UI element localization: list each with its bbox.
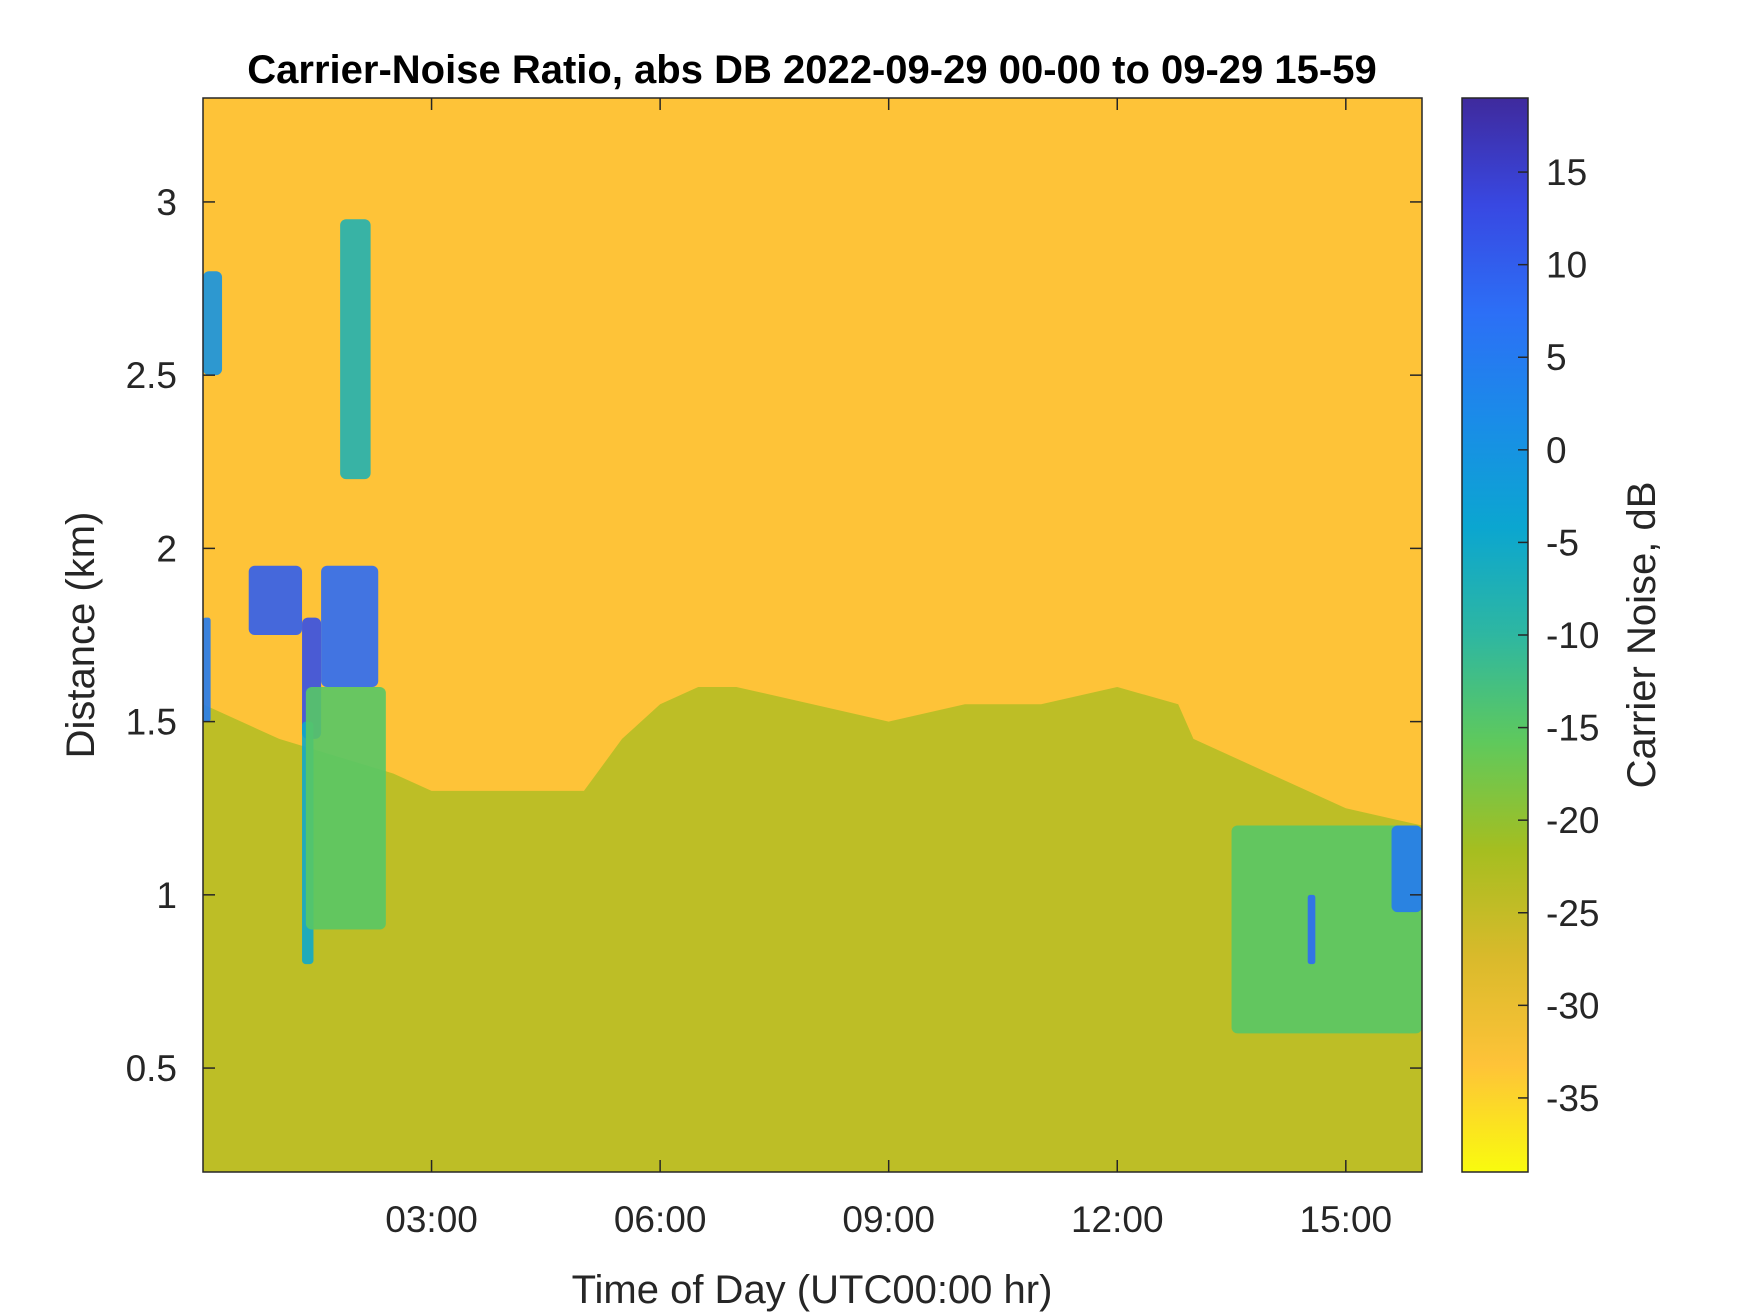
colorbar-tick-label: 0 [1546, 430, 1567, 471]
heatmap-feature [1308, 895, 1316, 964]
heatmap [203, 98, 1422, 1172]
colorbar-label: Carrier Noise, dB [1620, 482, 1664, 789]
heatmap-feature [1392, 826, 1422, 913]
heatmap-feature [340, 219, 370, 479]
y-axis-label: Distance (km) [59, 512, 103, 759]
heatmap-feature [249, 566, 302, 635]
x-tick-label: 03:00 [385, 1199, 478, 1240]
colorbar-tick-label: -15 [1546, 708, 1599, 749]
colorbar-tick-label: -35 [1546, 1078, 1599, 1119]
colorbar-tick-label: -25 [1546, 893, 1599, 934]
y-tick-label: 1 [156, 875, 177, 916]
colorbar-tick-label: -30 [1546, 985, 1599, 1026]
heatmap-feature [203, 271, 222, 375]
colorbar-tick-label: 15 [1546, 152, 1587, 193]
y-tick-label: 3 [156, 182, 177, 223]
colorbar-tick-label: -5 [1546, 522, 1579, 563]
colorbar-tick-label: 5 [1546, 337, 1567, 378]
heatmap-feature [203, 618, 211, 722]
x-tick-label: 09:00 [842, 1199, 935, 1240]
colorbar-tick-label: 10 [1546, 245, 1587, 286]
y-tick-label: 1.5 [126, 702, 177, 743]
colorbar-tick-label: -20 [1546, 800, 1599, 841]
y-tick-label: 0.5 [126, 1048, 177, 1089]
x-axis-label: Time of Day (UTC00:00 hr) [572, 1268, 1053, 1312]
x-tick-label: 12:00 [1071, 1199, 1164, 1240]
colorbar: -35 -30 -25 -20 -15 -10 -5 0 5 10 15 Carrier Noise… [1462, 98, 1664, 1172]
colorbar-tick-label: -10 [1546, 615, 1599, 656]
colorbar-ticks: -35 -30 -25 -20 -15 -10 -5 0 5 10 15 [1518, 152, 1599, 1119]
y-tick-label: 2.5 [126, 355, 177, 396]
chart-title: Carrier-Noise Ratio, abs DB 2022-09-29 0… [247, 48, 1376, 92]
heatmap-feature [321, 566, 378, 687]
x-tick-label: 15:00 [1300, 1199, 1393, 1240]
y-tick-label: 2 [156, 528, 177, 569]
x-tick-label: 06:00 [614, 1199, 707, 1240]
heatmap-feature [306, 687, 386, 930]
